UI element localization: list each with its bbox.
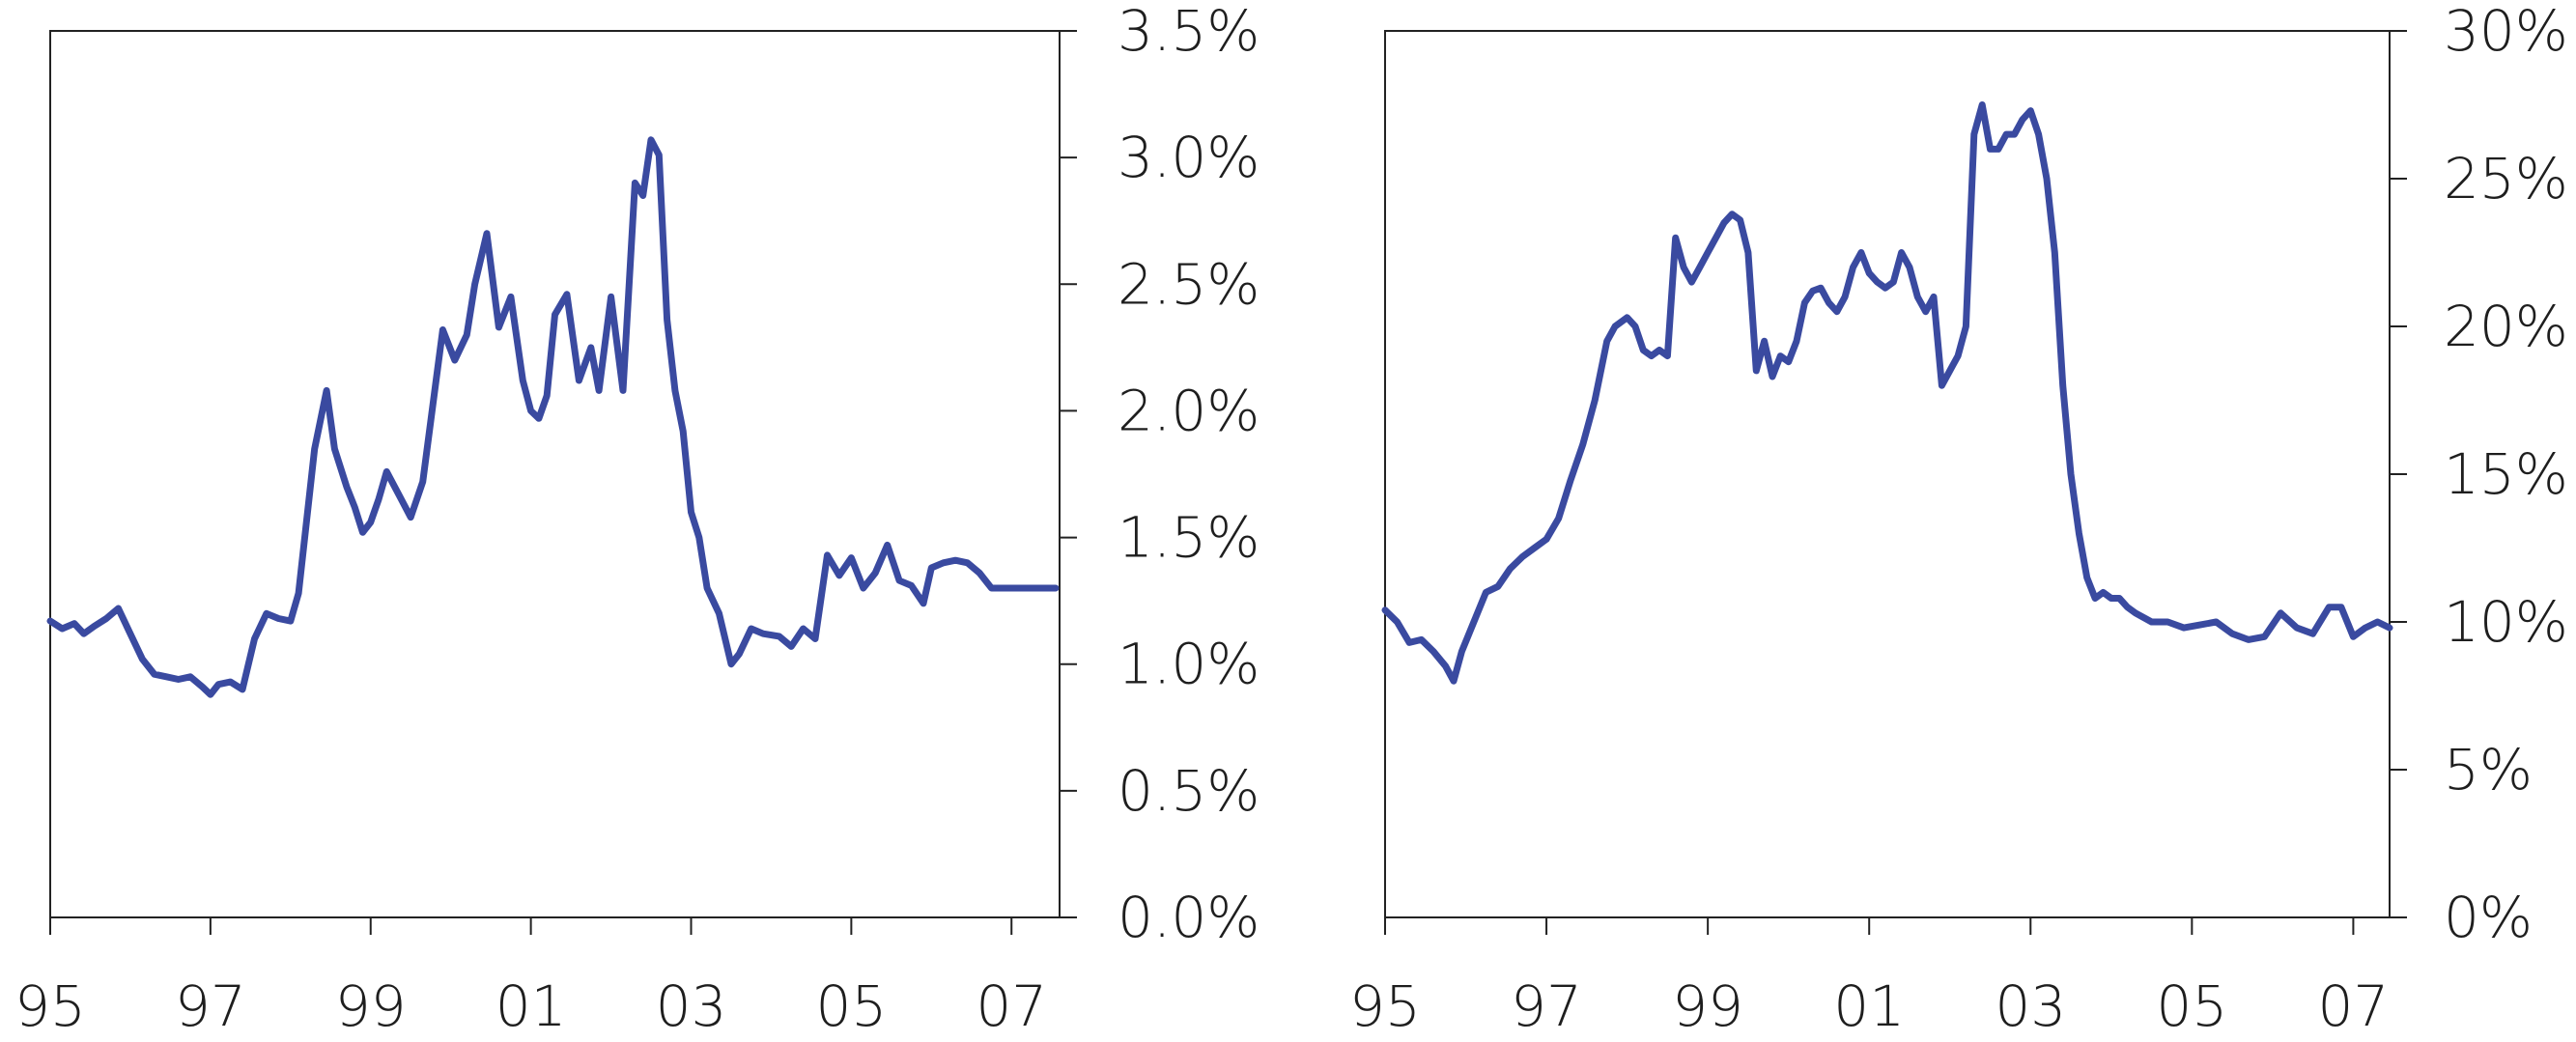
- y-tick-label: 1.0%: [1118, 632, 1260, 697]
- left-chart-panel: 0.0% 0.5% 1.0% 1.5% 2.0% 2.5% 3.0% 3.5% 95 97 99 01…: [14, 0, 1260, 1039]
- y-tick-label: 5%: [2444, 737, 2533, 803]
- x-tick-label: 01: [1833, 973, 1905, 1037]
- x-tick-label: 07: [2318, 973, 2390, 1037]
- y-tick-label: 2.0%: [1118, 378, 1260, 443]
- x-tick-label: 95: [14, 973, 86, 1037]
- y-tick-label: 3.0%: [1118, 125, 1260, 190]
- x-tick-label: 05: [815, 973, 887, 1037]
- y-tick-label: 0.5%: [1118, 758, 1260, 824]
- y-tick-label: 15%: [2444, 441, 2568, 507]
- y-tick-label: 0%: [2444, 885, 2533, 950]
- y-tick-label: 3.5%: [1118, 0, 1260, 64]
- y-tick-label: 0.0%: [1118, 885, 1260, 950]
- y-tick-label: 20%: [2444, 294, 2568, 359]
- y-tick-label: 30%: [2444, 0, 2568, 64]
- x-tick-label: 99: [1672, 973, 1743, 1037]
- x-tick-label: 01: [495, 973, 567, 1037]
- x-tick-label: 97: [1511, 973, 1582, 1037]
- x-tick-label: 99: [335, 973, 407, 1037]
- x-tick-label: 97: [175, 973, 246, 1037]
- y-tick-label: 1.5%: [1118, 505, 1260, 571]
- x-tick-label: 03: [656, 973, 727, 1037]
- series-line: [1381, 101, 2393, 685]
- y-tick-label: 10%: [2444, 589, 2568, 655]
- y-tick-label: 2.5%: [1118, 251, 1260, 317]
- right-chart-panel: 0% 5% 10% 15% 20% 25% 30% 95 97 99 01 03 05 07: [1349, 0, 2568, 1039]
- x-tick-label: 03: [1995, 973, 2066, 1037]
- series-line: [46, 136, 1060, 698]
- x-tick-label: 07: [976, 973, 1047, 1037]
- plot-frame: [49, 30, 1061, 918]
- plot-frame: [1384, 30, 2391, 918]
- y-tick-label: 25%: [2444, 146, 2568, 211]
- x-tick-label: 95: [1349, 973, 1421, 1037]
- x-tick-label: 05: [2156, 973, 2227, 1037]
